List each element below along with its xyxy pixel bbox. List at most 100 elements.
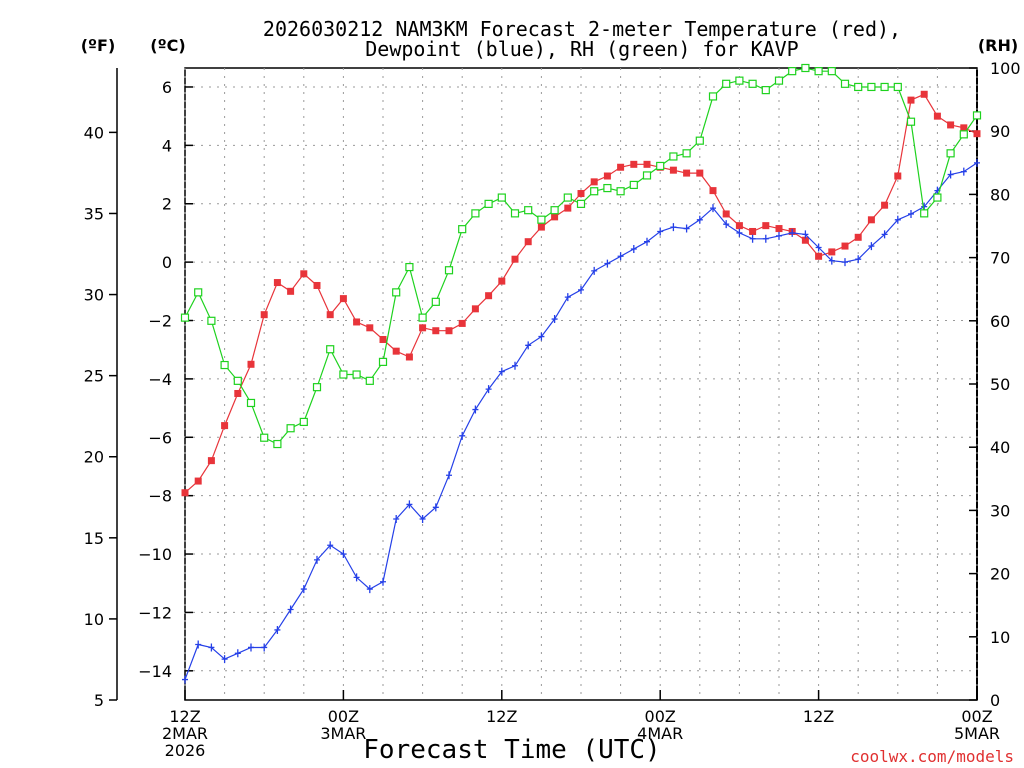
x-tick-label: 00Z	[328, 707, 359, 726]
rh-tick-label: 30	[990, 501, 1010, 520]
fahrenheit-tick-label: 40	[84, 123, 104, 142]
dewpoint-point	[723, 220, 730, 229]
dewpoint-point	[960, 167, 967, 176]
dewpoint-point	[551, 315, 558, 324]
rh-point	[326, 345, 335, 354]
rh-point	[774, 76, 784, 85]
dewpoint-point	[815, 243, 822, 252]
dewpoint-point	[828, 256, 835, 265]
2-meter-temperature-point	[815, 252, 823, 260]
2-meter-temperature-point	[643, 160, 651, 168]
rh-point	[827, 67, 836, 76]
rh-point	[748, 79, 757, 88]
rh-point	[801, 63, 810, 73]
dewpoint-point	[300, 585, 307, 594]
celsius-tick-label: −14	[138, 662, 172, 681]
rh-point	[603, 183, 612, 193]
celsius-tick-label: −8	[148, 487, 172, 506]
2-meter-temperature-point	[366, 324, 374, 332]
rh-point	[616, 187, 625, 196]
celsius-tick-label: 4	[162, 136, 172, 155]
dewpoint-point	[459, 431, 466, 440]
celsius-tick-label: −10	[138, 545, 172, 564]
2-meter-temperature-point	[392, 347, 400, 355]
dewpoint-point	[881, 230, 888, 239]
2-meter-temperature-point	[339, 295, 347, 303]
dewpoint-point	[657, 227, 664, 236]
x-tick-label: 12Z	[169, 707, 200, 726]
2-meter-temperature-point	[775, 225, 783, 233]
dewpoint-point	[472, 405, 479, 414]
chart-title-line-2: Dewpoint (blue), RH (green) for KAVP	[365, 37, 798, 61]
rh-point	[656, 161, 665, 171]
2-meter-temperature-point	[194, 477, 202, 485]
rh-point	[972, 111, 982, 120]
rh-point	[392, 288, 401, 297]
dewpoint-point	[340, 550, 347, 559]
rh-point	[959, 130, 968, 139]
dewpoint-point	[947, 170, 954, 179]
dewpoint-point	[287, 605, 294, 614]
2-meter-temperature-point	[537, 223, 545, 231]
dewpoint-point	[710, 204, 716, 213]
2-meter-temperature-point	[881, 201, 889, 209]
x-tick-label: 00Z	[961, 707, 992, 726]
rh-point	[312, 383, 322, 392]
2-meter-temperature-point	[260, 311, 268, 319]
dewpoint-point	[248, 643, 254, 652]
rh-point	[497, 193, 506, 202]
2-meter-temperature-point	[221, 422, 229, 430]
dewpoint-point	[419, 515, 426, 524]
2-meter-temperature-point	[379, 335, 387, 343]
dewpoint-point	[327, 541, 334, 550]
2-meter-temperature-point	[683, 169, 691, 177]
rh-tick-label: 70	[990, 249, 1010, 268]
2-meter-temperature-point	[854, 233, 862, 241]
x-tick-label: 12Z	[803, 707, 834, 726]
2-meter-temperature-point	[485, 292, 493, 300]
dewpoint-point	[842, 258, 848, 267]
rh-point	[299, 417, 308, 427]
data-series	[180, 63, 982, 684]
2-meter-temperature-point	[300, 270, 308, 278]
rh-point	[378, 357, 388, 366]
dewpoint-point	[314, 555, 320, 564]
rh-point	[207, 316, 216, 325]
rh-point	[933, 193, 942, 202]
dewpoint-point	[182, 675, 188, 684]
2-meter-temperature-point	[933, 112, 941, 120]
rh-point	[339, 370, 348, 379]
2-meter-temperature-point	[445, 327, 453, 335]
2-meter-temperature-point	[590, 178, 598, 186]
rh-point	[537, 215, 546, 224]
rh-point	[854, 82, 863, 92]
dewpoint-point	[749, 234, 756, 243]
rh-point	[682, 149, 691, 158]
credit-link[interactable]: coolwx.com/models	[850, 747, 1014, 766]
rh-tick-label: 80	[990, 185, 1010, 204]
rh-point	[906, 117, 916, 126]
rh-tick-label: 20	[990, 565, 1010, 584]
dewpoint-point	[736, 228, 743, 237]
2-meter-temperature-point	[247, 360, 255, 368]
dewpoint-point	[498, 367, 505, 376]
dewpoint-point	[776, 231, 782, 240]
x-tick-label: 5MAR	[954, 724, 1000, 743]
2-meter-temperature-point	[894, 172, 902, 180]
2-meter-temperature-point	[762, 222, 770, 230]
rh-point	[867, 82, 876, 92]
2-meter-temperature-point	[907, 96, 915, 104]
dewpoint-point	[908, 209, 914, 218]
dewpoint-point	[446, 471, 452, 480]
dewpoint-point	[221, 655, 228, 664]
dewpoint-point	[696, 215, 703, 224]
2-meter-temperature-point	[181, 489, 189, 497]
rh-tick-label: 40	[990, 438, 1010, 457]
fahrenheit-tick-label: 20	[84, 448, 104, 467]
celsius-tick-label: 0	[162, 253, 172, 272]
2-meter-temperature-point	[749, 227, 757, 235]
dewpoint-point	[538, 332, 545, 341]
x-axis-label: Forecast Time (UTC)	[363, 735, 660, 765]
rh-point	[735, 76, 744, 85]
